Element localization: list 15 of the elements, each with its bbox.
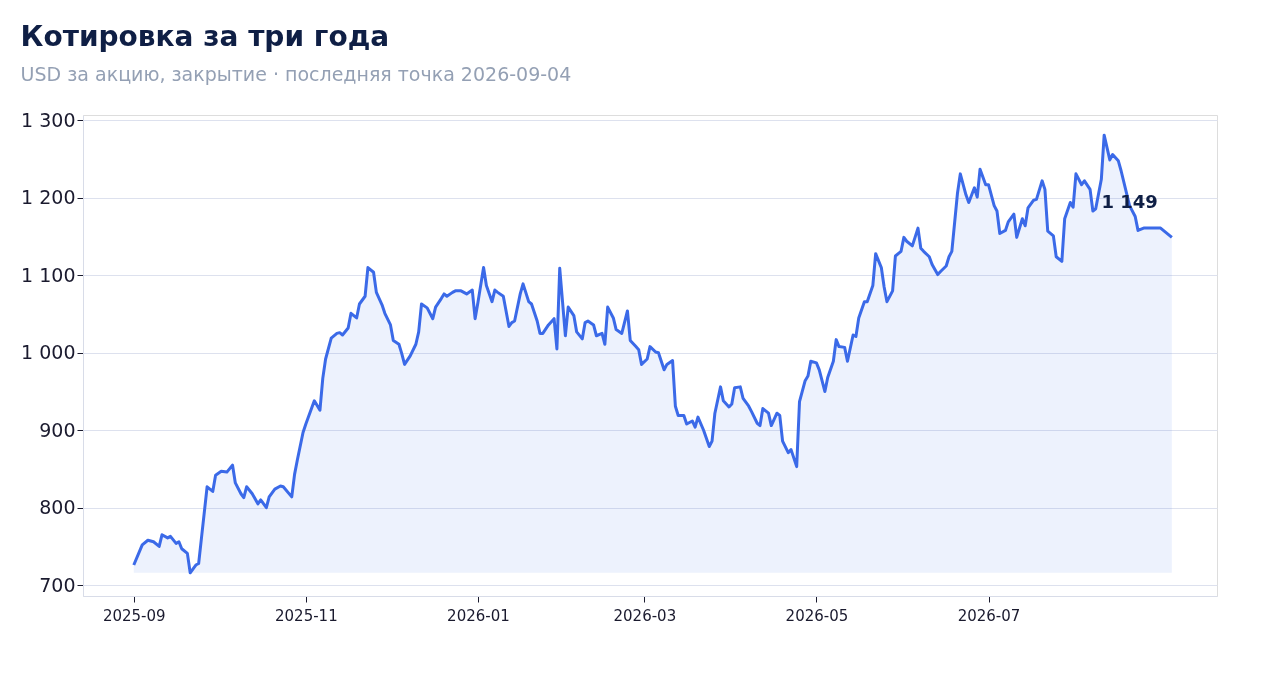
chart-subtitle: USD за акцию, закрытие · последняя точка 2026-09-04 bbox=[20, 63, 572, 86]
x-tick-label: 2025-09 bbox=[102, 606, 166, 625]
x-tick-label: 2026-07 bbox=[957, 606, 1021, 625]
x-tick-label: 2026-03 bbox=[613, 606, 677, 625]
x-tick-label: 2025-11 bbox=[275, 606, 338, 625]
y-tick-label: 800 bbox=[39, 496, 76, 519]
y-tick-label: 900 bbox=[39, 418, 76, 441]
y-tick-label: 1 100 bbox=[21, 263, 76, 286]
x-tick-label: 2026-01 bbox=[447, 606, 510, 625]
x-tick-label: 2026-05 bbox=[785, 606, 849, 625]
y-tick-label: 1 200 bbox=[21, 186, 76, 209]
y-tick-label: 1 300 bbox=[21, 108, 76, 131]
chart-title: Котировка за три года bbox=[20, 20, 390, 54]
y-tick-label: 700 bbox=[39, 573, 76, 596]
y-tick-label: 1 000 bbox=[21, 341, 76, 364]
